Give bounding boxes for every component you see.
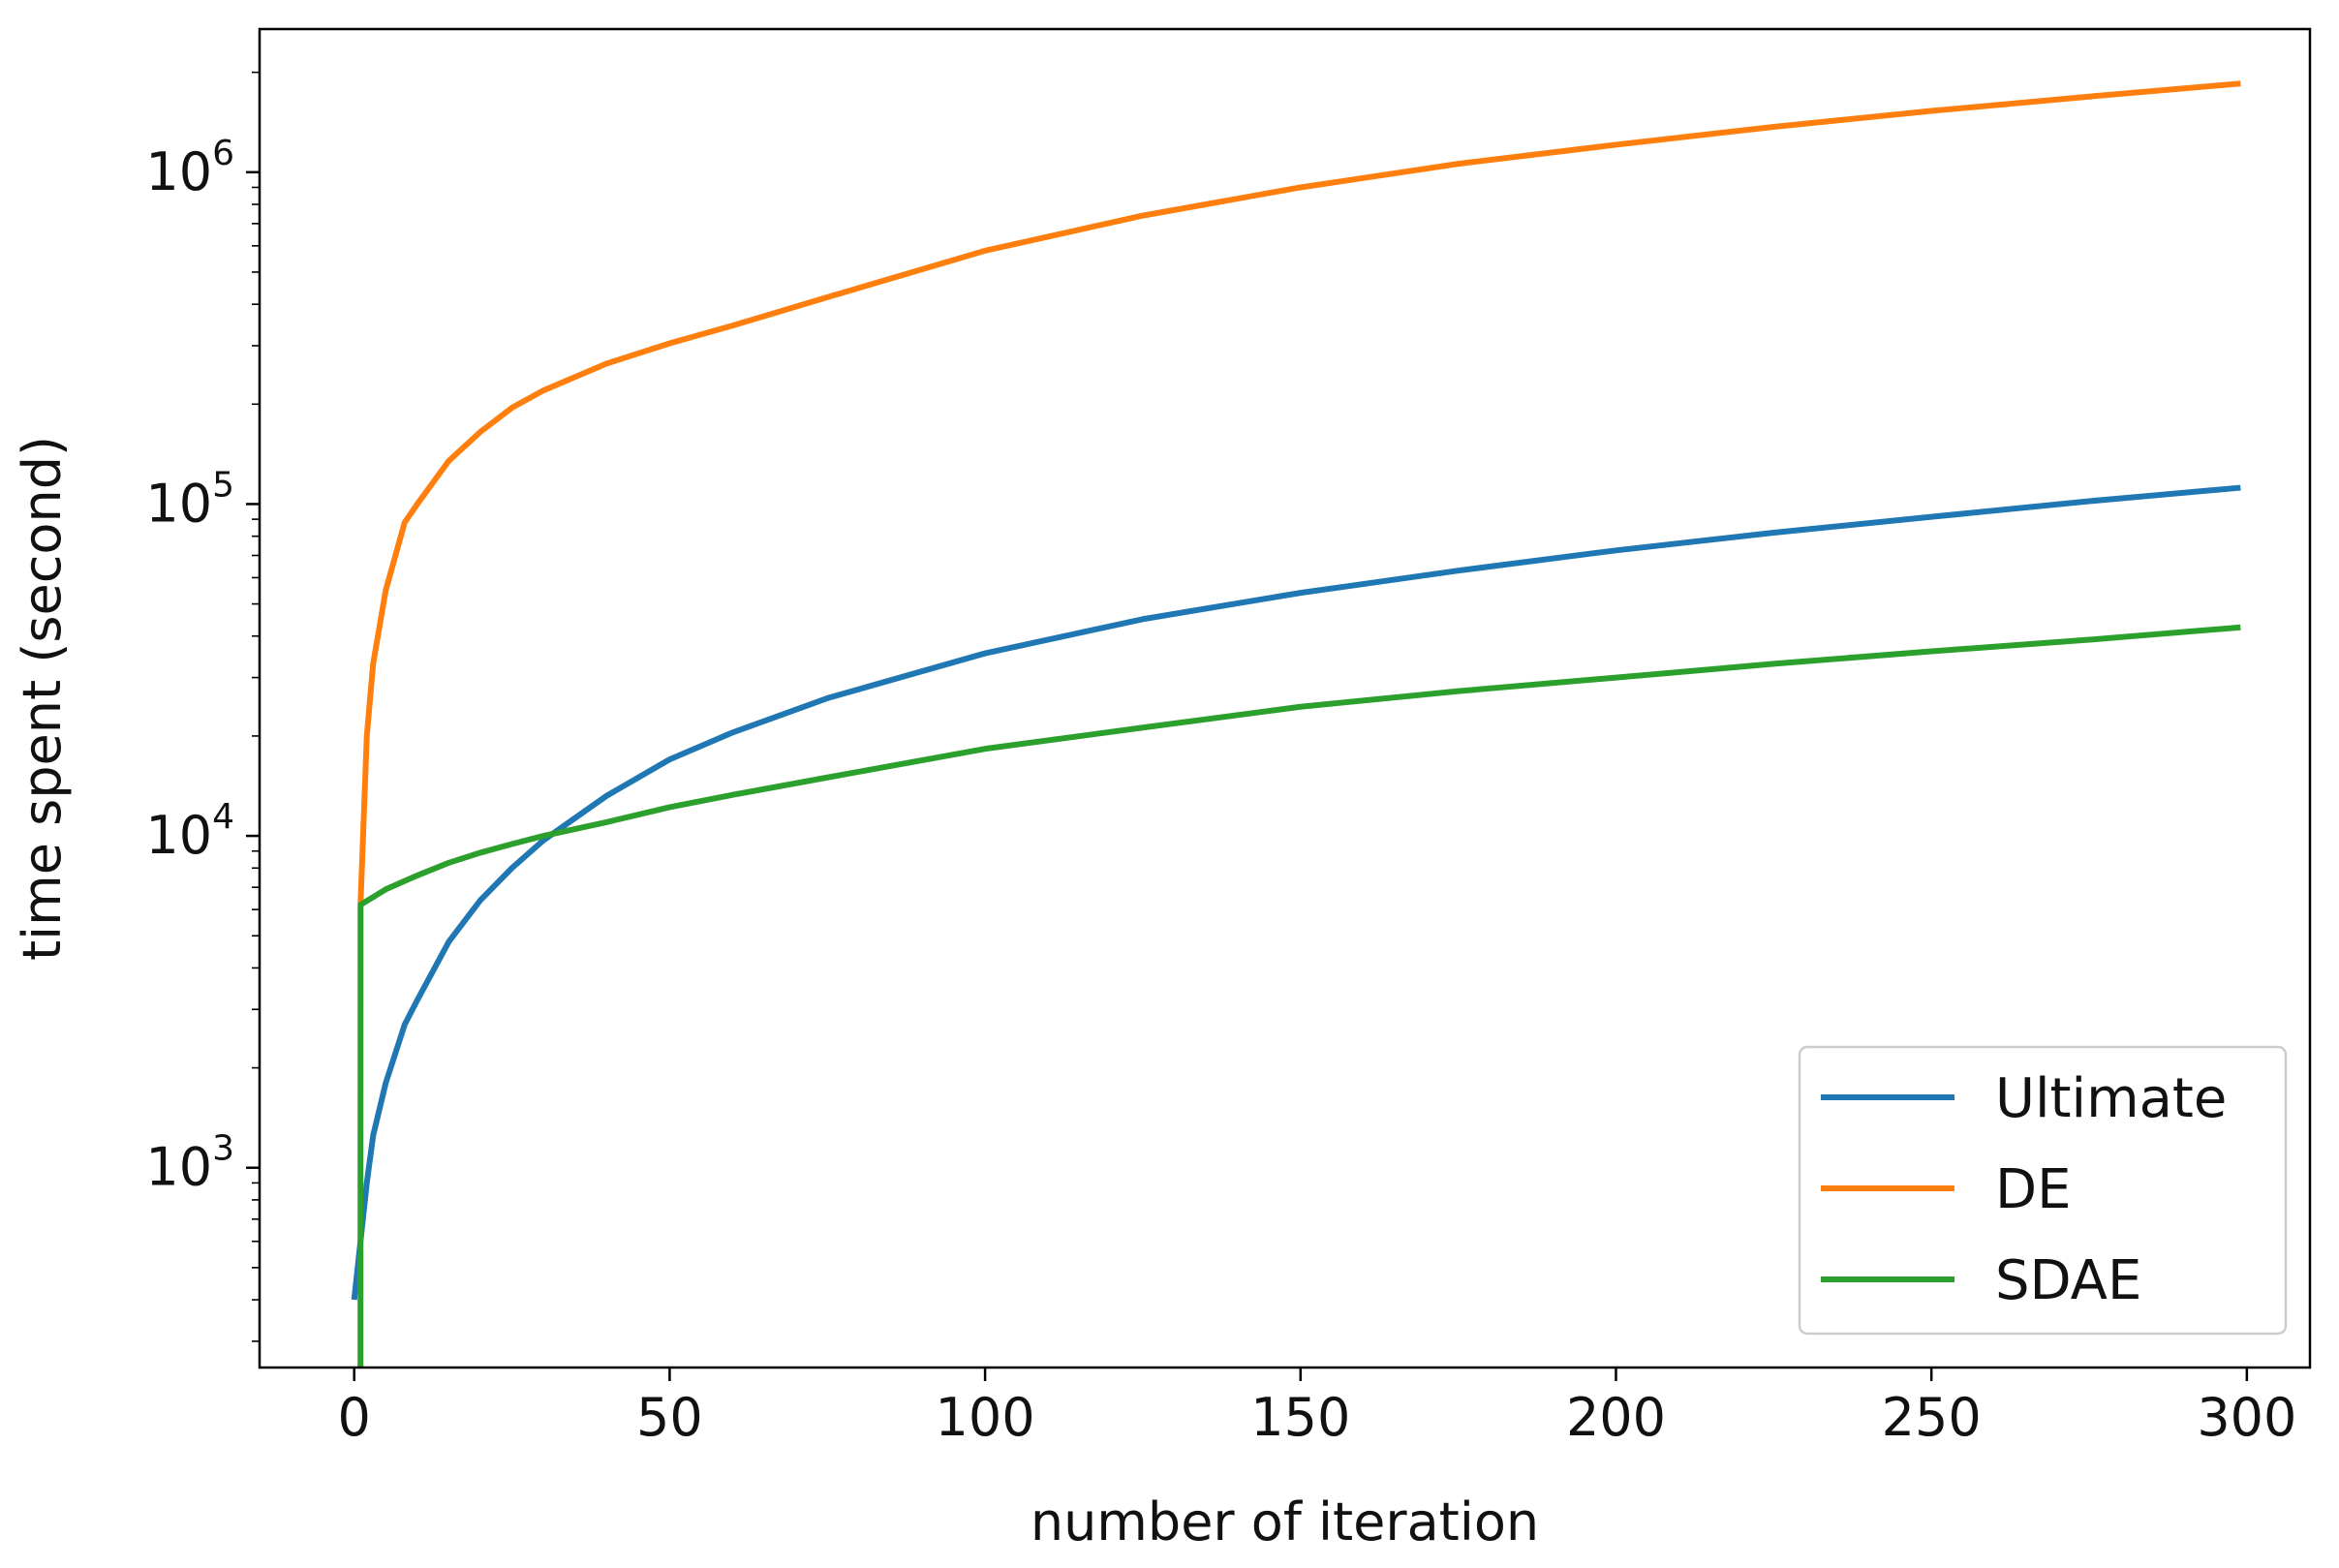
legend-label-sdae: SDAE <box>1995 1249 2141 1312</box>
y-tick-label: 105 <box>145 465 234 534</box>
plot-frame <box>258 27 2312 1369</box>
ticks-layer: 0 50 100 150 200 250 300 103 104 105 106 <box>145 71 2296 1448</box>
x-tick-label: 50 <box>636 1387 703 1448</box>
legend: Ultimate DE SDAE <box>1798 1045 2288 1336</box>
x-tick-label: 0 <box>338 1387 371 1448</box>
y-tick-label: 106 <box>145 134 234 202</box>
x-tick-label: 100 <box>936 1387 1035 1448</box>
legend-box <box>1798 1045 2288 1336</box>
x-tick-label: 250 <box>1882 1387 1982 1448</box>
y-axis-label: time spent (second) <box>12 436 73 961</box>
series-layer <box>351 80 2241 1368</box>
x-tick-label: 300 <box>2197 1387 2296 1448</box>
x-axis-label: number of iteration <box>1031 1491 1539 1553</box>
x-tick-label: 150 <box>1250 1387 1350 1448</box>
x-tick-label: 200 <box>1566 1387 1666 1448</box>
series-line-ultimate <box>351 484 2241 1301</box>
series-line-sdae <box>357 624 2241 1368</box>
y-tick-label: 104 <box>145 797 234 866</box>
legend-label-ultimate: Ultimate <box>1995 1067 2227 1130</box>
series-line-de <box>357 80 2241 906</box>
y-tick-label: 103 <box>145 1129 234 1198</box>
legend-label-de: DE <box>1995 1158 2072 1221</box>
